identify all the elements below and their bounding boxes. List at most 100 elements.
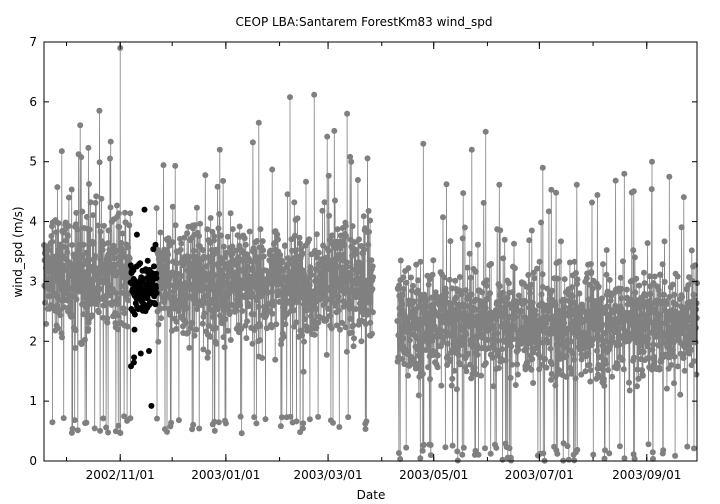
data-point bbox=[122, 209, 128, 216]
data-point bbox=[114, 295, 121, 302]
data-point bbox=[606, 450, 613, 457]
data-point bbox=[160, 162, 167, 169]
data-point bbox=[490, 383, 497, 390]
data-point bbox=[293, 418, 300, 425]
data-point bbox=[114, 312, 121, 319]
data-point bbox=[258, 272, 265, 279]
data-point bbox=[249, 267, 256, 274]
data-point bbox=[233, 261, 239, 268]
data-point bbox=[413, 261, 420, 268]
data-point bbox=[118, 240, 125, 246]
x-axis-ticks: 2002/11/01 2003/01/01 2003/03/01 2003/05/01… bbox=[66, 42, 681, 482]
data-point bbox=[260, 253, 267, 260]
data-point bbox=[610, 338, 617, 345]
data-point bbox=[125, 244, 132, 251]
data-point bbox=[339, 319, 346, 326]
data-point bbox=[314, 254, 320, 261]
data-point bbox=[363, 418, 370, 425]
data-point bbox=[208, 259, 215, 266]
data-point bbox=[126, 255, 133, 262]
data-point bbox=[65, 223, 72, 229]
data-point bbox=[631, 254, 638, 261]
data-point bbox=[296, 234, 303, 241]
data-point bbox=[596, 336, 603, 343]
data-point bbox=[508, 343, 515, 350]
data-point bbox=[220, 177, 227, 184]
data-point bbox=[157, 229, 164, 236]
data-point bbox=[526, 304, 533, 311]
data-point bbox=[443, 289, 450, 296]
data-point bbox=[95, 222, 102, 229]
data-point bbox=[238, 326, 245, 332]
data-point bbox=[86, 181, 92, 187]
data-point bbox=[325, 247, 332, 254]
data-point bbox=[650, 455, 656, 462]
data-point bbox=[587, 261, 594, 267]
data-point bbox=[151, 263, 157, 270]
data-point bbox=[100, 302, 107, 309]
data-point bbox=[308, 313, 314, 320]
data-point bbox=[563, 373, 570, 380]
data-point bbox=[566, 304, 573, 311]
data-point bbox=[482, 128, 489, 135]
data-point bbox=[670, 346, 676, 353]
data-point bbox=[80, 241, 87, 248]
data-point bbox=[298, 245, 305, 252]
data-point bbox=[524, 359, 531, 366]
data-point bbox=[64, 233, 71, 240]
y-tick-label: 1 bbox=[29, 394, 37, 408]
data-point bbox=[115, 422, 122, 429]
data-point bbox=[114, 301, 121, 307]
data-point bbox=[603, 360, 610, 367]
data-point bbox=[165, 251, 172, 258]
data-point bbox=[206, 254, 212, 260]
data-point bbox=[634, 366, 641, 373]
data-point bbox=[548, 376, 555, 383]
data-point bbox=[96, 159, 103, 166]
data-point bbox=[290, 307, 297, 314]
data-point bbox=[462, 287, 469, 294]
data-point bbox=[575, 334, 582, 340]
data-point bbox=[320, 302, 327, 308]
data-point bbox=[231, 274, 238, 280]
data-point bbox=[347, 153, 354, 160]
data-point bbox=[621, 455, 628, 462]
data-point bbox=[192, 254, 199, 260]
data-point bbox=[293, 247, 299, 254]
data-point bbox=[369, 263, 376, 270]
y-tick-label: 0 bbox=[29, 454, 37, 468]
data-point bbox=[641, 326, 648, 333]
data-point bbox=[483, 282, 490, 289]
data-point bbox=[394, 318, 401, 324]
data-point bbox=[573, 181, 580, 188]
data-point bbox=[366, 294, 373, 301]
data-point bbox=[354, 177, 361, 183]
data-point bbox=[685, 282, 692, 289]
data-point bbox=[480, 309, 487, 316]
data-point bbox=[565, 456, 572, 463]
data-point bbox=[617, 274, 624, 281]
data-point bbox=[683, 307, 689, 314]
data-point bbox=[133, 231, 140, 238]
data-point bbox=[97, 228, 104, 235]
data-point bbox=[315, 319, 322, 326]
data-point bbox=[423, 347, 430, 353]
data-point bbox=[137, 260, 144, 267]
data-point bbox=[216, 146, 223, 153]
data-point bbox=[87, 276, 94, 283]
data-point bbox=[61, 267, 68, 273]
data-point bbox=[615, 363, 621, 370]
data-point bbox=[670, 339, 677, 346]
data-point bbox=[90, 212, 97, 219]
data-point bbox=[348, 271, 354, 278]
data-point bbox=[511, 240, 517, 247]
data-point bbox=[348, 158, 355, 165]
data-point bbox=[335, 298, 342, 304]
data-point bbox=[446, 356, 453, 363]
data-point bbox=[303, 323, 310, 330]
data-point bbox=[78, 341, 85, 347]
data-point bbox=[600, 376, 607, 382]
data-point bbox=[626, 379, 632, 386]
data-point bbox=[692, 324, 699, 331]
data-point bbox=[60, 304, 67, 311]
